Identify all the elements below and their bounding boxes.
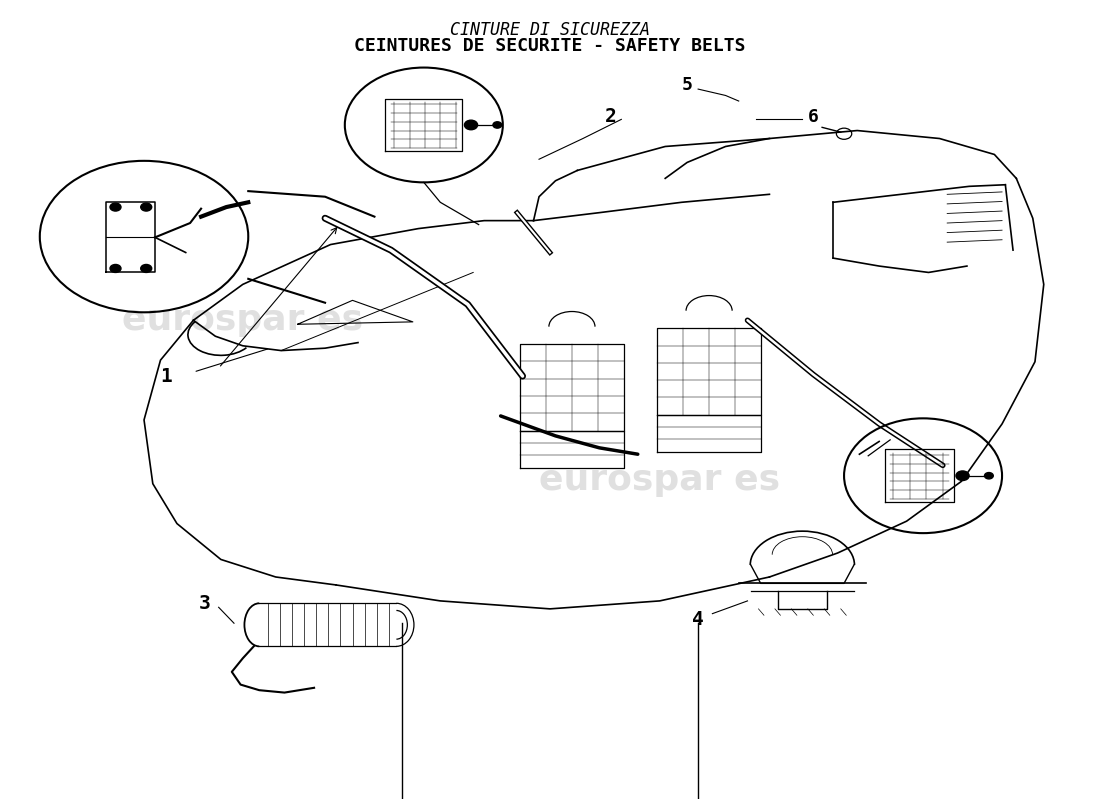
Text: 5: 5 xyxy=(682,76,693,94)
Circle shape xyxy=(956,471,969,481)
Circle shape xyxy=(110,203,121,211)
Text: eurospar es: eurospar es xyxy=(539,462,780,497)
Text: 3: 3 xyxy=(198,594,210,613)
Text: 2: 2 xyxy=(605,107,616,126)
Circle shape xyxy=(141,265,152,273)
Text: 4: 4 xyxy=(692,610,704,629)
Text: CINTURE DI SICUREZZA: CINTURE DI SICUREZZA xyxy=(450,22,650,39)
Circle shape xyxy=(493,122,502,128)
Text: 1: 1 xyxy=(161,366,172,386)
Circle shape xyxy=(464,120,477,130)
Text: eurospar es: eurospar es xyxy=(122,303,363,338)
Circle shape xyxy=(110,265,121,273)
Text: CEINTURES DE SECURITE - SAFETY BELTS: CEINTURES DE SECURITE - SAFETY BELTS xyxy=(354,38,746,55)
Circle shape xyxy=(984,473,993,479)
Circle shape xyxy=(141,203,152,211)
Text: 6: 6 xyxy=(807,108,818,126)
